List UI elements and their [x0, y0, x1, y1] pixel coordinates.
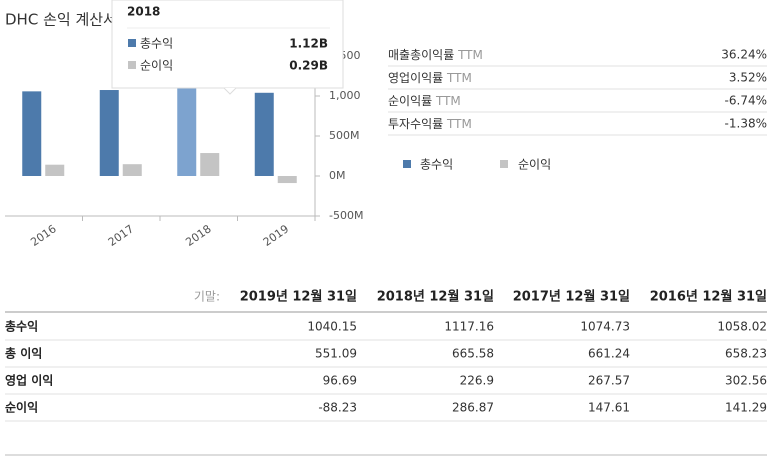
cell: 551.09	[315, 347, 357, 361]
legend: 총수익 순이익	[403, 158, 551, 172]
cell: 1058.02	[717, 320, 767, 334]
x-tick-label: 2016	[28, 222, 58, 249]
legend-swatch	[500, 160, 508, 168]
row-label: 영업 이익	[5, 373, 53, 388]
cell: 286.87	[452, 401, 494, 415]
tooltip-value: 0.29B	[289, 59, 328, 73]
chart-title: DHC 손익 계산서	[5, 11, 117, 29]
legend-label: 순이익	[518, 158, 551, 172]
cell: 1074.73	[580, 320, 630, 334]
y-tick-label: -500M	[329, 209, 363, 222]
row-label: 총수익	[5, 319, 38, 334]
y-tick-label: 0M	[329, 169, 346, 182]
cell: 141.29	[725, 401, 767, 415]
bar	[99, 90, 119, 176]
bar	[45, 164, 65, 176]
tooltip-value: 1.12B	[289, 37, 328, 51]
cell: 147.61	[588, 401, 630, 415]
cell: 302.56	[725, 374, 767, 388]
ratio-value: 36.24%	[721, 48, 767, 62]
tooltip-swatch	[128, 39, 136, 47]
cell: 226.9	[460, 374, 494, 388]
cell: 1040.15	[307, 320, 357, 334]
cell: 267.57	[588, 374, 630, 388]
ratio-value: -6.74%	[725, 94, 767, 108]
cell: 665.58	[452, 347, 494, 361]
legend-label: 총수익	[420, 158, 453, 172]
tooltip-label: 순이익	[140, 59, 173, 73]
y-tick-label: 500M	[329, 129, 360, 142]
x-tick-label: 2017	[106, 222, 136, 249]
row-label: 총 이익	[5, 346, 42, 361]
bar	[200, 153, 220, 176]
tooltip-title: 2018	[127, 5, 160, 19]
legend-swatch	[403, 160, 411, 168]
ratios: 매출총이익률 TTM 36.24% 영업이익률 TTM 3.52% 순이익률 TTM -6…	[388, 48, 767, 136]
column-header: 2018년 12월 31일	[377, 289, 494, 305]
column-header: 2017년 12월 31일	[513, 289, 630, 305]
tooltip-swatch	[128, 61, 136, 69]
cell: 96.69	[323, 374, 357, 388]
bar	[254, 92, 274, 176]
tooltip-box	[111, 0, 344, 89]
cell: -88.23	[318, 401, 357, 415]
ratio-label: 순이익률 TTM	[388, 94, 461, 108]
row-label: 순이익	[5, 400, 38, 415]
bar	[22, 91, 42, 176]
period-label: 기말:	[194, 290, 220, 304]
column-header: 2019년 12월 31일	[240, 289, 357, 305]
ratio-value: 3.52%	[729, 71, 767, 85]
bar	[277, 176, 297, 184]
ratio-label: 영업이익률 TTM	[388, 71, 472, 85]
cell: 658.23	[725, 347, 767, 361]
bar	[122, 164, 142, 176]
column-header: 2016년 12월 31일	[650, 289, 767, 305]
x-tick-label: 2018	[183, 222, 213, 249]
y-tick-label: 1,000	[329, 89, 361, 102]
cell: 661.24	[588, 347, 630, 361]
ratio-label: 매출총이익률 TTM	[388, 48, 483, 62]
tooltip-pointer	[223, 87, 237, 95]
bar	[177, 86, 197, 176]
ratio-label: 투자수익률 TTM	[388, 117, 472, 131]
tooltip: 2018 총수익 1.12B 순이익 0.29B	[111, 0, 344, 95]
x-tick-label: 2019	[261, 222, 291, 249]
table: 기말: 2019년 12월 31일 2018년 12월 31일 2017년 12월 3…	[5, 289, 767, 422]
ratio-value: -1.38%	[725, 117, 767, 131]
tooltip-label: 총수익	[140, 37, 173, 51]
cell: 1117.16	[444, 320, 494, 334]
